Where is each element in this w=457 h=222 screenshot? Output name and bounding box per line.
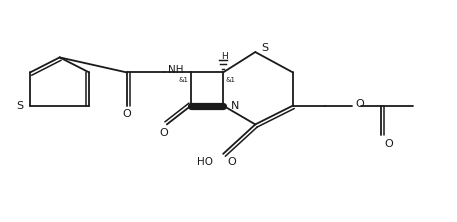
Text: S: S	[16, 101, 23, 111]
Text: O: O	[356, 99, 364, 109]
Text: &1: &1	[225, 77, 235, 83]
Text: H: H	[221, 52, 228, 61]
Text: O: O	[384, 139, 393, 149]
Text: S: S	[262, 43, 269, 53]
Text: O: O	[122, 109, 131, 119]
Text: NH: NH	[169, 65, 184, 75]
Text: O: O	[160, 128, 169, 138]
Text: HO: HO	[197, 157, 213, 167]
Text: &1: &1	[178, 77, 188, 83]
Text: N: N	[231, 101, 239, 111]
Text: O: O	[228, 157, 236, 167]
